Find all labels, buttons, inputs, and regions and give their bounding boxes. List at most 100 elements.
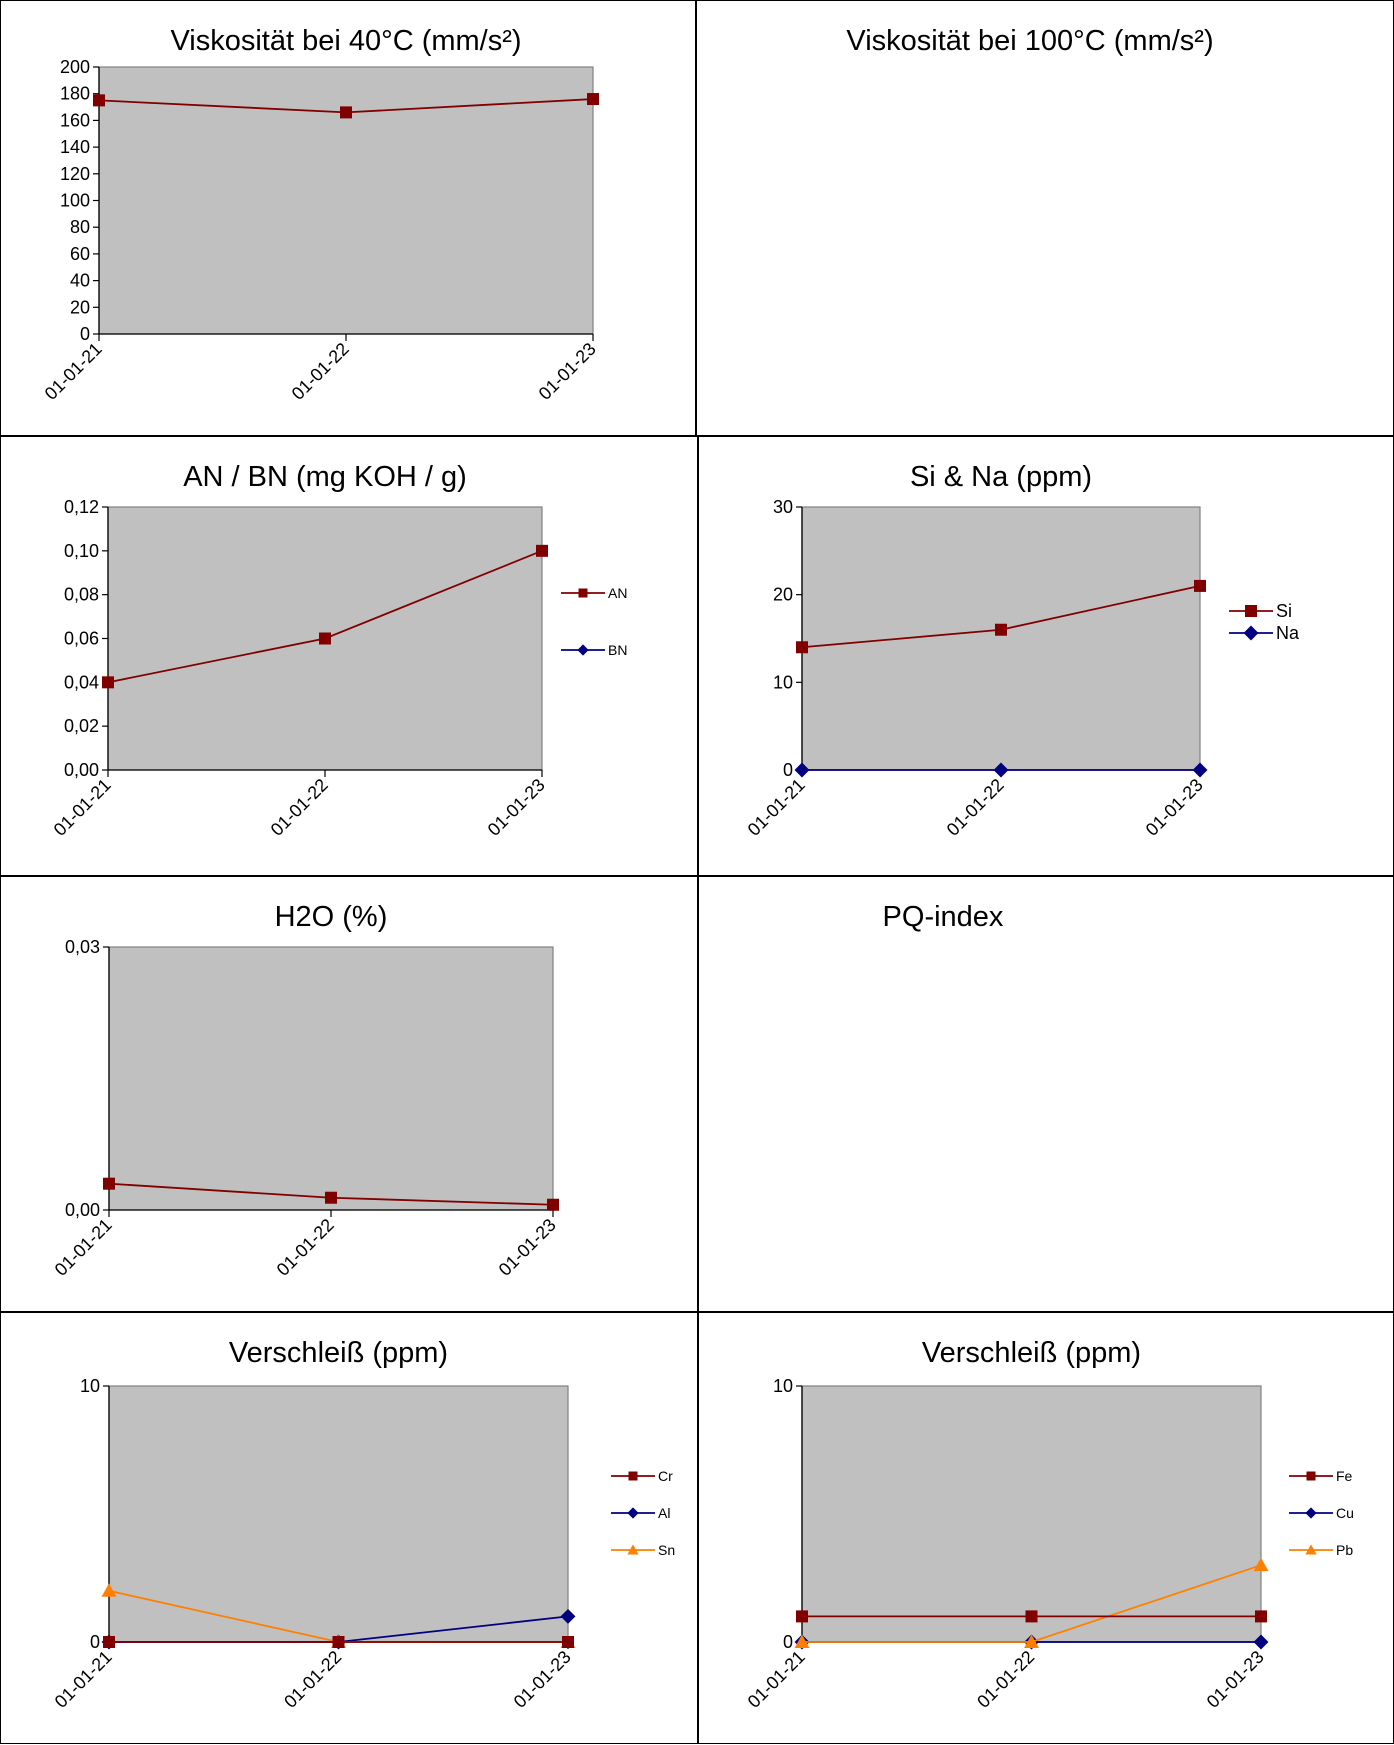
x-tick-label: 01-01-21 xyxy=(51,1215,116,1280)
data-point xyxy=(1025,1610,1038,1623)
y-tick-label: 0,03 xyxy=(65,937,100,957)
chart-svg-visc100: Viskosität bei 100°C (mm/s²) xyxy=(846,25,1213,57)
series-pb xyxy=(794,1557,1269,1648)
legend-item-sn: Sn xyxy=(611,1542,675,1558)
y-tick-label: 10 xyxy=(773,1376,793,1396)
series-cr xyxy=(103,1636,574,1648)
series-fe xyxy=(796,1610,1267,1623)
data-point xyxy=(332,1636,345,1648)
legend-label: Cu xyxy=(1336,1505,1354,1521)
x-tick-label: 01-01-23 xyxy=(535,339,600,404)
y-tick-label: 40 xyxy=(70,271,90,291)
y-tick-label: 180 xyxy=(60,84,90,104)
y-tick-label: 120 xyxy=(60,164,90,184)
data-point xyxy=(1255,1610,1267,1623)
legend-item-an: AN xyxy=(561,585,627,601)
x-tick-label: 01-01-21 xyxy=(51,1647,116,1712)
legend-item-pb: Pb xyxy=(1289,1542,1353,1558)
chart-title: H2O (%) xyxy=(275,901,388,933)
y-tick-label: 200 xyxy=(60,57,90,77)
chart-svg-wear1: Verschleiß (ppm) 0 10 01-01-21 01-01-22 01-01… xyxy=(51,1337,675,1712)
chart-title: PQ-index xyxy=(883,901,1004,933)
legend-marker xyxy=(1245,605,1257,617)
x-tick-label: 01-01-21 xyxy=(41,339,106,404)
data-point xyxy=(1024,1634,1039,1648)
data-point xyxy=(796,641,808,654)
x-tick-label: 01-01-22 xyxy=(288,339,353,404)
legend-label: Sn xyxy=(658,1542,675,1558)
y-tick-label: 0,08 xyxy=(64,585,99,605)
y-tick-label: 0,12 xyxy=(64,497,99,517)
legend-marker xyxy=(627,1507,639,1519)
legend-item-si: Si xyxy=(1229,601,1292,621)
data-point xyxy=(1253,1634,1269,1650)
chart-title: Si & Na (ppm) xyxy=(910,461,1092,493)
y-tick-label: 60 xyxy=(70,244,90,264)
legend-label: Cr xyxy=(658,1468,673,1484)
chart-panel-pq: PQ-index xyxy=(698,876,1394,1312)
x-tick-label: 01-01-21 xyxy=(744,775,809,840)
y-tick-label: 0 xyxy=(80,324,90,344)
series-si xyxy=(796,579,1206,654)
x-tick-label: 01-01-22 xyxy=(973,1647,1038,1712)
data-point xyxy=(995,623,1007,636)
plot-area xyxy=(801,506,1201,771)
chart-panel-visc40: Viskosität bei 40°C (mm/s²) 0 20 40 60 80 100 1… xyxy=(0,0,696,436)
data-point xyxy=(319,632,331,645)
legend-item-fe: Fe xyxy=(1289,1468,1353,1484)
legend-marker xyxy=(627,1544,639,1555)
legend-item-al: Al xyxy=(611,1505,670,1521)
data-point xyxy=(536,544,548,557)
legend-marker xyxy=(577,644,589,656)
x-tick-label: 01-01-23 xyxy=(1142,775,1207,840)
chart-svg-pq: PQ-index xyxy=(883,901,1004,933)
chart-title: AN / BN (mg KOH / g) xyxy=(183,461,467,493)
chart-svg-sina: Si & Na (ppm) 0 10 20 30 01-01-21 01-01-22 01-0… xyxy=(744,461,1300,840)
data-point xyxy=(1194,579,1206,592)
y-tick-label: 0,02 xyxy=(64,716,99,736)
chart-panel-visc100: Viskosität bei 100°C (mm/s²) xyxy=(696,0,1394,436)
x-tick-label: 01-01-22 xyxy=(280,1647,345,1712)
legend-marker xyxy=(578,588,588,598)
legend-label: Pb xyxy=(1336,1542,1353,1558)
chart-svg-wear2: Verschleiß (ppm) 0 10 01-01-21 01-01-22 01-01… xyxy=(744,1337,1354,1712)
data-point xyxy=(794,1634,810,1648)
data-point xyxy=(325,1191,337,1204)
y-tick-label: 0,04 xyxy=(64,672,99,692)
chart-panel-anbn: AN / BN (mg KOH / g) 0,00 0,02 0,04 0,06 0,08… xyxy=(0,436,698,876)
chart-panel-h2o: H2O (%) 0,00 0,03 01-01-21 01-01-22 01-01-23 xyxy=(0,876,698,1312)
y-tick-label: 100 xyxy=(60,191,90,211)
data-point xyxy=(102,676,114,689)
data-point xyxy=(103,1177,115,1190)
data-point xyxy=(93,94,105,107)
legend-label: BN xyxy=(608,642,627,658)
chart-title: Verschleiß (ppm) xyxy=(922,1337,1141,1369)
legend-item-cu: Cu xyxy=(1289,1505,1354,1521)
chart-title: Viskosität bei 40°C (mm/s²) xyxy=(170,25,521,57)
y-tick-label: 160 xyxy=(60,110,90,130)
legend-label: Fe xyxy=(1336,1468,1353,1484)
chart-panel-wear2: Verschleiß (ppm) 0 10 01-01-21 01-01-22 01-01… xyxy=(698,1312,1394,1744)
chart-title: Verschleiß (ppm) xyxy=(229,1337,448,1369)
series-line xyxy=(93,93,599,119)
y-tick-label: 30 xyxy=(773,497,793,517)
x-tick-label: 01-01-22 xyxy=(943,775,1008,840)
x-tick-label: 01-01-21 xyxy=(744,1647,809,1712)
y-tick-label: 20 xyxy=(773,585,793,605)
chart-panel-wear1: Verschleiß (ppm) 0 10 01-01-21 01-01-22 01-01… xyxy=(0,1312,698,1744)
data-point xyxy=(794,762,810,778)
legend-label: Al xyxy=(658,1505,670,1521)
legend-item-cr: Cr xyxy=(611,1468,673,1484)
series-line xyxy=(103,1177,559,1211)
x-tick-label: 01-01-21 xyxy=(50,775,115,840)
y-tick-label: 0,06 xyxy=(64,629,99,649)
data-point xyxy=(547,1198,559,1211)
x-tick-label: 01-01-23 xyxy=(510,1647,575,1712)
plot-area xyxy=(801,1385,1262,1643)
chart-panel-sina: Si & Na (ppm) 0 10 20 30 01-01-21 01-01-22 01-0… xyxy=(698,436,1394,876)
series-an xyxy=(102,544,548,689)
y-tick-label: 0,00 xyxy=(64,760,99,780)
legend-marker xyxy=(1305,1544,1317,1555)
data-point xyxy=(993,762,1009,778)
